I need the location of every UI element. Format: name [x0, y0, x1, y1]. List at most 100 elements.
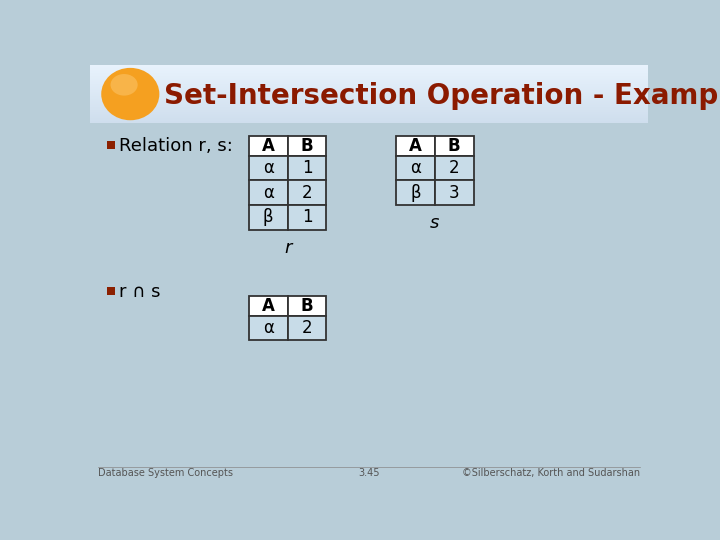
- Bar: [90, 121, 648, 122]
- Text: r: r: [284, 239, 292, 257]
- Bar: [90, 89, 648, 90]
- Bar: [90, 92, 648, 93]
- Bar: [90, 66, 648, 67]
- Text: ©Silberschatz, Korth and Sudarshan: ©Silberschatz, Korth and Sudarshan: [462, 468, 640, 478]
- Bar: [90, 101, 648, 102]
- Bar: [287, 136, 326, 156]
- Bar: [396, 180, 435, 205]
- Bar: [90, 98, 648, 99]
- Bar: [90, 108, 648, 109]
- Bar: [90, 85, 648, 86]
- Bar: [90, 65, 648, 66]
- Bar: [90, 82, 648, 83]
- Bar: [107, 141, 114, 148]
- Bar: [287, 316, 326, 340]
- Bar: [90, 96, 648, 97]
- Bar: [90, 67, 648, 68]
- Bar: [90, 97, 648, 98]
- Text: s: s: [430, 214, 440, 232]
- Bar: [435, 180, 474, 205]
- Text: 2: 2: [449, 159, 459, 177]
- Bar: [90, 71, 648, 72]
- Bar: [396, 136, 435, 156]
- Text: Set-Intersection Operation - Example: Set-Intersection Operation - Example: [163, 82, 720, 110]
- Bar: [90, 69, 648, 70]
- Bar: [287, 180, 326, 205]
- Bar: [90, 112, 648, 113]
- Bar: [90, 102, 648, 103]
- Bar: [249, 180, 287, 205]
- Text: β: β: [263, 208, 274, 226]
- Bar: [90, 119, 648, 120]
- Bar: [396, 156, 435, 180]
- Text: r ∩ s: r ∩ s: [120, 283, 161, 301]
- Bar: [90, 122, 648, 123]
- Bar: [90, 113, 648, 114]
- Bar: [90, 90, 648, 91]
- Bar: [435, 156, 474, 180]
- Bar: [249, 296, 287, 316]
- Text: α: α: [410, 159, 421, 177]
- Bar: [287, 156, 326, 180]
- Bar: [90, 70, 648, 71]
- Bar: [90, 74, 648, 75]
- Bar: [90, 118, 648, 119]
- Bar: [90, 77, 648, 78]
- Text: 1: 1: [302, 159, 312, 177]
- Bar: [90, 78, 648, 79]
- Bar: [90, 83, 648, 84]
- Bar: [90, 86, 648, 87]
- Bar: [287, 296, 326, 316]
- Bar: [249, 156, 287, 180]
- Bar: [90, 100, 648, 101]
- Text: A: A: [262, 297, 275, 315]
- Text: β: β: [410, 184, 420, 201]
- Text: Relation r, s:: Relation r, s:: [120, 137, 233, 154]
- Bar: [287, 205, 326, 229]
- Bar: [90, 87, 648, 88]
- Bar: [90, 94, 648, 95]
- Text: α: α: [263, 159, 274, 177]
- Bar: [90, 104, 648, 105]
- Bar: [90, 79, 648, 80]
- Bar: [90, 117, 648, 118]
- Text: 2: 2: [302, 319, 312, 337]
- Bar: [90, 73, 648, 74]
- Bar: [90, 68, 648, 69]
- Bar: [90, 105, 648, 106]
- Bar: [107, 287, 114, 295]
- Bar: [249, 205, 287, 229]
- Bar: [249, 136, 287, 156]
- Bar: [90, 95, 648, 96]
- Bar: [90, 91, 648, 92]
- Bar: [90, 111, 648, 112]
- Text: A: A: [409, 137, 422, 154]
- Text: A: A: [262, 137, 275, 154]
- Bar: [90, 110, 648, 111]
- Bar: [90, 123, 648, 481]
- Text: Database System Concepts: Database System Concepts: [98, 468, 233, 478]
- Bar: [435, 136, 474, 156]
- Bar: [90, 114, 648, 116]
- Bar: [90, 116, 648, 117]
- Text: 3: 3: [449, 184, 459, 201]
- Text: 3.45: 3.45: [359, 468, 379, 478]
- Text: B: B: [301, 137, 313, 154]
- Bar: [90, 106, 648, 107]
- Bar: [90, 75, 648, 76]
- Text: B: B: [448, 137, 461, 154]
- Bar: [249, 316, 287, 340]
- Text: 1: 1: [302, 208, 312, 226]
- Bar: [90, 103, 648, 104]
- Text: α: α: [263, 184, 274, 201]
- Bar: [90, 107, 648, 108]
- Bar: [90, 93, 648, 94]
- Ellipse shape: [111, 74, 138, 96]
- Bar: [90, 84, 648, 85]
- Ellipse shape: [102, 68, 159, 120]
- Bar: [90, 99, 648, 100]
- Bar: [90, 120, 648, 121]
- Bar: [90, 88, 648, 89]
- Text: 2: 2: [302, 184, 312, 201]
- Text: B: B: [301, 297, 313, 315]
